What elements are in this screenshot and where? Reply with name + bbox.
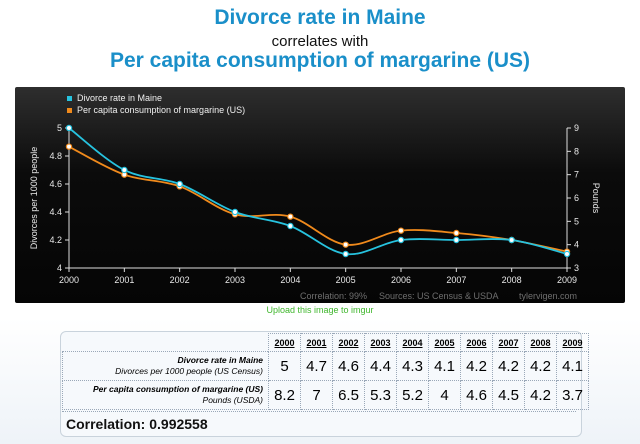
y-tick-label-right: 3 [574, 263, 579, 273]
table-cell: 5.3 [364, 380, 397, 410]
x-tick-label: 2001 [114, 275, 134, 285]
table-cell: 4.6 [332, 351, 365, 381]
x-tick-label: 2000 [59, 275, 79, 285]
year-header: 2009 [556, 333, 589, 352]
year-header: 2003 [364, 333, 397, 352]
x-tick-label: 2006 [391, 275, 411, 285]
y-tick-label-right: 9 [574, 123, 579, 133]
y-tick-label-right: 8 [574, 146, 579, 156]
table-cell: 4.1 [556, 351, 589, 381]
series-line-0 [68, 127, 568, 256]
table-cell: 4.6 [460, 380, 493, 410]
year-header: 2002 [332, 333, 365, 352]
row-label-source: Pounds (USDA) [202, 395, 263, 405]
series-point-0 [342, 250, 349, 258]
y-tick-label-right: 4 [574, 240, 579, 250]
series-point-0 [508, 236, 515, 244]
series-point-0 [65, 124, 73, 132]
year-header: 2000 [268, 333, 301, 352]
x-tick-label: 2004 [280, 275, 300, 285]
table-cell: 4.4 [364, 351, 397, 381]
row-label: Divorce rate in Maine Divorces per 1000 … [62, 351, 269, 381]
year-header: 2005 [428, 333, 461, 352]
chart-title-primary: Divorce rate in Maine [214, 6, 426, 29]
year-header: 2008 [524, 333, 557, 352]
chart-sources-note: Sources: US Census & USDA [379, 291, 499, 301]
legend-marker-1 [67, 108, 72, 113]
x-tick-label: 2009 [557, 275, 577, 285]
year-header: 2001 [300, 333, 333, 352]
y-tick-label-left: 4 [57, 263, 62, 273]
series-point-0 [287, 222, 294, 230]
year-header: 2006 [460, 333, 493, 352]
year-header: 2004 [396, 333, 429, 352]
table-cell: 4.3 [396, 351, 429, 381]
table-cell: 8.2 [268, 380, 301, 410]
chart-title-connector: correlates with [271, 33, 369, 50]
series-point-0 [231, 208, 239, 216]
row-label-title: Per capita consumption of margarine (US) [92, 384, 263, 394]
series-line-1 [68, 145, 568, 253]
x-tick-label: 2002 [170, 275, 190, 285]
series-point-0 [176, 180, 183, 188]
series-point-0 [563, 250, 571, 258]
series-point-0 [121, 166, 128, 174]
table-cell: 4.1 [428, 351, 461, 381]
x-tick-label: 2007 [446, 275, 466, 285]
legend-label-1: Per capita consumption of margarine (US) [77, 105, 245, 115]
chart-correlation-note: Correlation: 99% [300, 291, 367, 301]
series-point-1 [65, 143, 73, 150]
y-tick-label-left: 4.4 [49, 207, 62, 217]
legend-marker-0 [67, 96, 72, 101]
x-tick-label: 2005 [336, 275, 356, 285]
series-point-1 [287, 213, 294, 220]
table-corner [63, 334, 269, 352]
series-point-1 [397, 227, 405, 234]
upload-imgur-link[interactable]: Upload this image to imgur [266, 305, 374, 315]
x-tick-label: 2008 [502, 275, 522, 285]
table-cell: 4.2 [492, 351, 525, 381]
y-axis-title-left: Divorces per 1000 people [29, 147, 39, 250]
chart-background [15, 87, 625, 303]
table-cell: 4.7 [300, 351, 333, 381]
y-tick-label-left: 4.8 [49, 151, 62, 161]
table-row: Divorce rate in Maine Divorces per 1000 … [62, 351, 589, 381]
table-cell: 4.2 [524, 351, 557, 381]
table-cell: 4.2 [460, 351, 493, 381]
row-label-title: Divorce rate in Maine [177, 355, 263, 365]
table-cell: 3.7 [556, 380, 589, 410]
y-tick-label-left: 5 [57, 123, 62, 133]
series-point-0 [397, 236, 405, 244]
data-table: 2000 2001 2002 2003 2004 2005 2006 2007 2008 2009… [62, 333, 589, 410]
table-cell: 5 [268, 351, 301, 381]
chart-site-note: tylervigen.com [519, 291, 577, 301]
line-chart: 2000 2001 2002 2003 2004 2005 2006 2007 2008 2009… [29, 93, 601, 301]
y-tick-label-left: 4.6 [49, 179, 62, 189]
chart-title-secondary: Per capita consumption of margarine (US) [109, 49, 531, 72]
table-row: Per capita consumption of margarine (US)… [62, 380, 589, 410]
y-tick-label-right: 5 [574, 216, 579, 226]
y-tick-label-right: 7 [574, 170, 579, 180]
series-point-0 [453, 236, 460, 244]
y-axis-title-right: Pounds [591, 183, 601, 214]
table-cell: 4 [428, 380, 461, 410]
series-point-1 [453, 229, 460, 237]
y-tick-label-left: 4.2 [49, 235, 62, 245]
table-cell: 6.5 [332, 380, 365, 410]
y-tick-label-right: 6 [574, 193, 579, 203]
table-cell: 5.2 [396, 380, 429, 410]
correlation-value: Correlation: 0.992558 [62, 411, 576, 436]
year-header-row: 2000 2001 2002 2003 2004 2005 2006 2007 2008 2009 [63, 333, 589, 352]
series-point-1 [342, 241, 349, 248]
row-label: Per capita consumption of margarine (US)… [62, 380, 269, 410]
table-cell: 7 [300, 380, 333, 410]
x-tick-label: 2003 [225, 275, 245, 285]
row-label-source: Divorces per 1000 people (US Census) [115, 366, 263, 376]
year-header: 2007 [492, 333, 525, 352]
table-cell: 4.2 [524, 380, 557, 410]
table-cell: 4.5 [492, 380, 525, 410]
legend-label-0: Divorce rate in Maine [77, 93, 162, 103]
